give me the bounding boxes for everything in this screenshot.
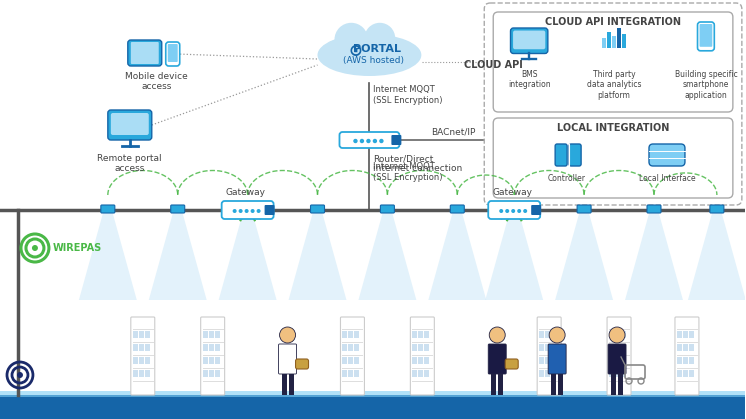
FancyBboxPatch shape	[505, 359, 518, 369]
Text: Local Interface: Local Interface	[639, 174, 695, 183]
FancyBboxPatch shape	[548, 344, 566, 374]
FancyBboxPatch shape	[354, 331, 360, 338]
FancyBboxPatch shape	[145, 331, 150, 338]
Circle shape	[365, 23, 395, 54]
Text: WIREPAS: WIREPAS	[53, 243, 102, 253]
FancyBboxPatch shape	[145, 357, 150, 364]
Polygon shape	[555, 210, 613, 300]
FancyBboxPatch shape	[145, 344, 150, 351]
FancyBboxPatch shape	[558, 373, 563, 395]
Polygon shape	[79, 210, 137, 300]
FancyBboxPatch shape	[569, 144, 581, 166]
FancyBboxPatch shape	[683, 344, 688, 351]
FancyBboxPatch shape	[241, 205, 254, 213]
FancyBboxPatch shape	[342, 357, 348, 364]
FancyBboxPatch shape	[419, 344, 423, 351]
FancyBboxPatch shape	[621, 370, 626, 377]
FancyBboxPatch shape	[539, 344, 544, 351]
FancyBboxPatch shape	[278, 344, 297, 374]
FancyBboxPatch shape	[139, 344, 144, 351]
FancyBboxPatch shape	[551, 370, 556, 377]
FancyBboxPatch shape	[611, 373, 616, 395]
FancyBboxPatch shape	[608, 344, 626, 374]
FancyBboxPatch shape	[139, 331, 144, 338]
FancyBboxPatch shape	[621, 331, 626, 338]
FancyBboxPatch shape	[531, 205, 541, 215]
FancyBboxPatch shape	[203, 344, 207, 351]
Circle shape	[511, 209, 515, 213]
Text: Controller: Controller	[548, 174, 586, 183]
FancyBboxPatch shape	[131, 42, 159, 64]
FancyBboxPatch shape	[354, 370, 360, 377]
FancyBboxPatch shape	[551, 357, 556, 364]
FancyBboxPatch shape	[451, 205, 464, 213]
FancyBboxPatch shape	[551, 331, 556, 338]
FancyBboxPatch shape	[617, 28, 621, 48]
FancyBboxPatch shape	[689, 370, 694, 377]
Ellipse shape	[318, 34, 421, 76]
Text: Gateway: Gateway	[492, 188, 532, 197]
FancyBboxPatch shape	[683, 331, 688, 338]
Text: Mobile device
access: Mobile device access	[125, 72, 188, 91]
Text: Internet MQQT
(SSL Encryption): Internet MQQT (SSL Encryption)	[374, 162, 443, 182]
Text: Gateway: Gateway	[225, 188, 266, 197]
FancyBboxPatch shape	[339, 132, 399, 148]
Circle shape	[373, 139, 377, 143]
Circle shape	[354, 139, 357, 143]
FancyBboxPatch shape	[209, 357, 213, 364]
FancyBboxPatch shape	[488, 201, 540, 219]
FancyBboxPatch shape	[354, 344, 360, 351]
FancyBboxPatch shape	[424, 344, 430, 351]
FancyBboxPatch shape	[410, 317, 434, 395]
FancyBboxPatch shape	[419, 331, 423, 338]
FancyBboxPatch shape	[342, 370, 348, 377]
FancyBboxPatch shape	[537, 317, 561, 395]
FancyBboxPatch shape	[0, 395, 745, 419]
FancyBboxPatch shape	[649, 144, 685, 166]
FancyBboxPatch shape	[413, 331, 417, 338]
Circle shape	[360, 139, 364, 143]
FancyBboxPatch shape	[203, 331, 207, 338]
FancyBboxPatch shape	[413, 357, 417, 364]
FancyBboxPatch shape	[493, 118, 733, 198]
Circle shape	[366, 139, 371, 143]
FancyBboxPatch shape	[492, 373, 496, 395]
Circle shape	[499, 209, 504, 213]
FancyBboxPatch shape	[507, 205, 521, 213]
FancyBboxPatch shape	[577, 205, 591, 213]
FancyBboxPatch shape	[555, 144, 567, 166]
FancyBboxPatch shape	[484, 3, 742, 205]
FancyBboxPatch shape	[215, 370, 219, 377]
Circle shape	[609, 327, 625, 343]
FancyBboxPatch shape	[133, 370, 138, 377]
FancyBboxPatch shape	[340, 317, 365, 395]
FancyBboxPatch shape	[348, 331, 354, 338]
FancyBboxPatch shape	[265, 205, 275, 215]
FancyBboxPatch shape	[612, 36, 616, 48]
FancyBboxPatch shape	[354, 357, 360, 364]
FancyBboxPatch shape	[295, 359, 309, 369]
FancyBboxPatch shape	[145, 370, 150, 377]
FancyBboxPatch shape	[607, 317, 631, 395]
FancyBboxPatch shape	[222, 201, 274, 219]
FancyBboxPatch shape	[602, 38, 606, 48]
FancyBboxPatch shape	[677, 370, 682, 377]
FancyBboxPatch shape	[683, 370, 688, 377]
FancyBboxPatch shape	[215, 331, 219, 338]
Polygon shape	[688, 210, 746, 300]
FancyBboxPatch shape	[139, 370, 144, 377]
Text: Remote portal
access: Remote portal access	[98, 154, 162, 173]
FancyBboxPatch shape	[215, 344, 219, 351]
Circle shape	[324, 41, 348, 64]
Circle shape	[379, 139, 383, 143]
FancyBboxPatch shape	[609, 357, 614, 364]
FancyBboxPatch shape	[209, 331, 213, 338]
Text: BMS
integration: BMS integration	[508, 70, 551, 89]
FancyBboxPatch shape	[621, 344, 626, 351]
Circle shape	[239, 209, 242, 213]
FancyBboxPatch shape	[281, 373, 286, 395]
FancyBboxPatch shape	[609, 344, 614, 351]
FancyBboxPatch shape	[677, 357, 682, 364]
Circle shape	[280, 327, 295, 343]
